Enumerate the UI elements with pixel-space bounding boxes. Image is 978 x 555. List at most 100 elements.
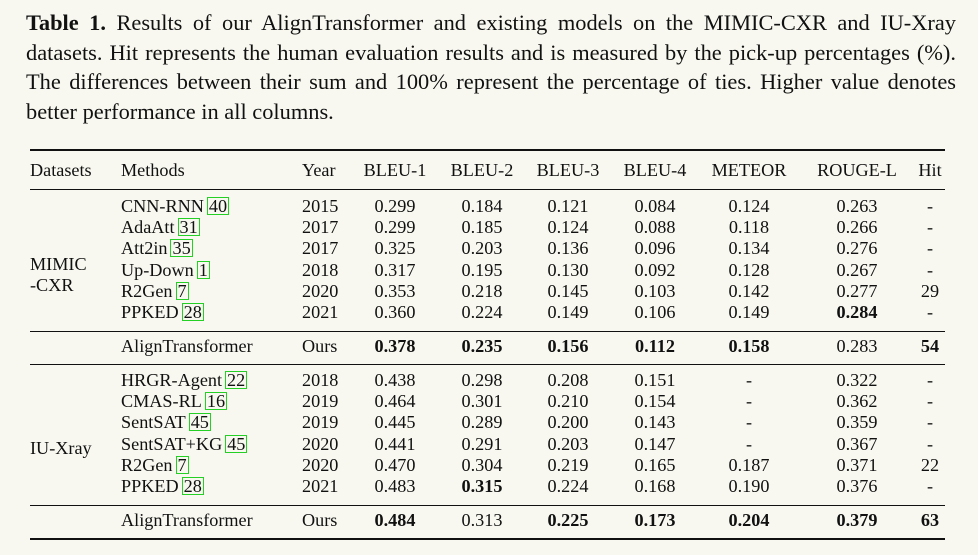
value-cell: 0.315: [461, 476, 503, 496]
header-bleu-3: BLEU-3: [536, 160, 600, 180]
citation-link[interactable]: 22: [225, 370, 248, 390]
value-cell: 0.092: [634, 259, 676, 280]
year-cell: 2020: [302, 433, 339, 454]
value-cell: 0.106: [634, 302, 676, 322]
value-cell: 0.313: [461, 510, 503, 530]
value-cell: 0.464: [374, 391, 416, 412]
citation-link[interactable]: 45: [188, 412, 211, 433]
method-name-ours: AlignTransformer: [121, 336, 253, 356]
header-bleu-4: BLEU-4: [623, 160, 687, 180]
value-cell: 0.203: [547, 433, 589, 454]
value-cell: 0.325: [374, 238, 416, 259]
value-cell: -: [926, 433, 934, 454]
year-cell: 2018: [302, 370, 339, 390]
value-cell: 0.266: [836, 217, 878, 238]
value-cell: 0.299: [374, 196, 416, 216]
value-cell: 0.360: [374, 302, 416, 322]
value-cell: -: [926, 238, 934, 259]
value-cell: 0.301: [461, 391, 503, 412]
value-cell: 0.118: [728, 217, 770, 238]
value-cell: -: [926, 391, 934, 412]
value-cell: -: [926, 217, 934, 238]
method-label: Up-Down: [121, 259, 194, 280]
citation-link[interactable]: 1: [196, 259, 210, 280]
value-cell: 0.088: [634, 217, 676, 238]
value-cell: 0.145: [547, 280, 589, 301]
value-cell: 0.289: [461, 412, 503, 433]
citation-link[interactable]: 31: [177, 217, 200, 238]
citation-link[interactable]: 35: [170, 238, 193, 259]
value-cell: 0.121: [547, 196, 589, 216]
value-cell: 0.128: [728, 259, 770, 280]
value-cell: 63: [920, 510, 940, 530]
method-name: PPKED 28: [121, 302, 204, 322]
value-cell: 0.438: [374, 370, 416, 390]
value-cell: -: [926, 370, 934, 390]
method-label: HRGR-Agent: [121, 370, 223, 390]
group-separator-rule: [30, 364, 945, 365]
year-cell: Ours: [302, 510, 338, 530]
citation-link[interactable]: 40: [206, 196, 230, 216]
value-cell: 0.367: [836, 433, 878, 454]
citation-link[interactable]: 28: [181, 476, 204, 496]
method-name: CMAS-RL 16: [121, 391, 228, 412]
value-cell: -: [745, 433, 753, 454]
citation-link[interactable]: 7: [175, 280, 189, 301]
value-cell: 0.203: [461, 238, 503, 259]
value-cell: 0.149: [547, 302, 589, 322]
value-cell: 0.200: [547, 412, 589, 433]
method-label: SentSAT: [121, 412, 186, 433]
value-cell: 0.483: [374, 476, 416, 496]
value-cell: 0.378: [374, 336, 416, 356]
method-name: AdaAtt 31: [121, 217, 200, 237]
year-cell: 2020: [302, 454, 339, 475]
value-cell: 0.284: [836, 302, 878, 322]
method-label: R2Gen: [121, 280, 173, 301]
citation-link[interactable]: 28: [181, 302, 204, 322]
value-cell: 0.276: [836, 238, 878, 259]
year-cell: 2018: [302, 259, 339, 280]
ours-separator-rule: [30, 505, 945, 506]
value-cell: 0.441: [374, 433, 416, 454]
value-cell: 0.298: [461, 370, 503, 390]
value-cell: 0.470: [374, 454, 416, 475]
method-label: PPKED: [121, 476, 179, 496]
dataset-label: IU-Xray: [30, 438, 92, 458]
method-label: PPKED: [121, 302, 179, 322]
value-cell: -: [745, 370, 753, 390]
value-cell: 22: [920, 454, 940, 475]
value-cell: -: [926, 476, 934, 496]
year-cell: 2017: [302, 238, 339, 259]
value-cell: -: [745, 391, 753, 412]
method-name: Up-Down 1: [121, 260, 210, 280]
method-name: PPKED 28: [121, 476, 204, 496]
table-header-rule: [30, 189, 945, 190]
value-cell: 0.142: [728, 280, 770, 301]
dataset-label: -CXR: [30, 275, 74, 295]
citation-link[interactable]: 16: [204, 391, 228, 412]
citation-link[interactable]: 7: [175, 454, 189, 475]
value-cell: 0.219: [547, 454, 589, 475]
value-cell: 54: [920, 336, 940, 356]
year-cell: 2019: [302, 412, 339, 433]
value-cell: 0.299: [374, 217, 416, 238]
year-cell: 2019: [302, 391, 339, 412]
value-cell: 0.084: [634, 196, 676, 216]
value-cell: -: [926, 302, 934, 322]
value-cell: 0.149: [728, 302, 770, 322]
value-cell: 0.195: [461, 259, 503, 280]
value-cell: 0.112: [635, 336, 675, 356]
year-cell: 2021: [302, 476, 339, 496]
method-name: R2Gen 7: [121, 281, 189, 301]
value-cell: 0.134: [728, 238, 770, 259]
value-cell: 0.277: [836, 280, 878, 301]
value-cell: 0.376: [836, 476, 878, 496]
value-cell: 0.225: [547, 510, 589, 530]
value-cell: 0.283: [836, 336, 878, 356]
header-bleu-2: BLEU-2: [450, 160, 514, 180]
table-top-rule: [30, 149, 945, 151]
value-cell: 0.353: [374, 280, 416, 301]
citation-link[interactable]: 45: [225, 433, 248, 454]
value-cell: 0.322: [836, 370, 878, 390]
caption-label: Table 1.: [26, 10, 106, 35]
